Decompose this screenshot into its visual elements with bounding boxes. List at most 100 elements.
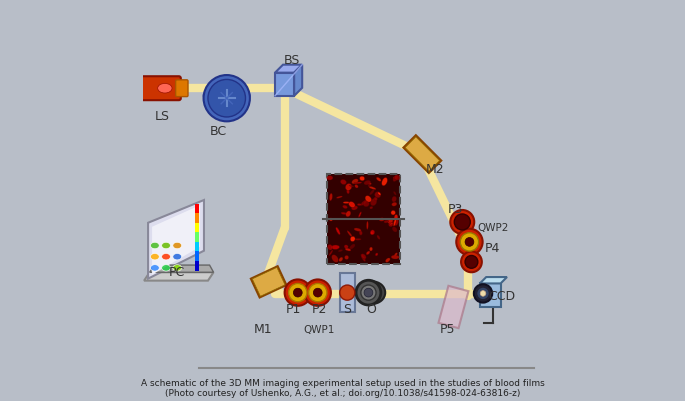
Ellipse shape bbox=[359, 231, 362, 235]
Ellipse shape bbox=[395, 253, 397, 257]
Ellipse shape bbox=[350, 237, 355, 242]
Ellipse shape bbox=[377, 192, 381, 196]
Ellipse shape bbox=[395, 176, 400, 181]
Text: M2: M2 bbox=[426, 163, 445, 176]
Ellipse shape bbox=[350, 245, 355, 249]
Ellipse shape bbox=[336, 196, 342, 199]
Ellipse shape bbox=[344, 245, 348, 249]
Ellipse shape bbox=[361, 255, 365, 262]
Text: BC: BC bbox=[210, 124, 227, 137]
Ellipse shape bbox=[354, 229, 361, 232]
Ellipse shape bbox=[366, 251, 370, 255]
FancyBboxPatch shape bbox=[141, 77, 181, 101]
Ellipse shape bbox=[354, 182, 362, 184]
Ellipse shape bbox=[390, 223, 393, 225]
Ellipse shape bbox=[456, 229, 483, 255]
Ellipse shape bbox=[355, 239, 361, 241]
Text: P3: P3 bbox=[448, 203, 463, 216]
Ellipse shape bbox=[480, 291, 486, 296]
Bar bbox=[327, 174, 401, 264]
Ellipse shape bbox=[369, 187, 376, 190]
Text: O: O bbox=[366, 302, 376, 315]
Bar bbox=[251, 267, 286, 298]
Ellipse shape bbox=[203, 76, 250, 122]
Ellipse shape bbox=[388, 223, 393, 227]
Ellipse shape bbox=[361, 286, 376, 300]
Ellipse shape bbox=[327, 245, 332, 250]
Polygon shape bbox=[148, 200, 204, 279]
Ellipse shape bbox=[370, 190, 374, 195]
Ellipse shape bbox=[474, 285, 493, 303]
Ellipse shape bbox=[293, 288, 302, 297]
Ellipse shape bbox=[361, 254, 366, 259]
Ellipse shape bbox=[151, 254, 159, 260]
Ellipse shape bbox=[364, 288, 373, 297]
Ellipse shape bbox=[345, 184, 352, 191]
Ellipse shape bbox=[162, 243, 171, 249]
Polygon shape bbox=[294, 65, 302, 97]
Ellipse shape bbox=[352, 179, 358, 184]
Ellipse shape bbox=[377, 236, 380, 240]
Ellipse shape bbox=[393, 219, 397, 227]
Bar bbox=[340, 274, 355, 312]
Ellipse shape bbox=[393, 227, 397, 232]
Ellipse shape bbox=[391, 255, 399, 259]
Ellipse shape bbox=[339, 257, 342, 262]
Ellipse shape bbox=[373, 198, 377, 202]
Ellipse shape bbox=[284, 280, 311, 306]
Text: P5: P5 bbox=[439, 322, 455, 335]
Ellipse shape bbox=[336, 228, 340, 235]
Ellipse shape bbox=[347, 190, 349, 194]
Ellipse shape bbox=[329, 219, 332, 221]
Ellipse shape bbox=[151, 265, 159, 271]
Bar bbox=[195, 242, 199, 252]
Polygon shape bbox=[144, 273, 214, 281]
Ellipse shape bbox=[342, 206, 347, 209]
Ellipse shape bbox=[363, 201, 369, 207]
Ellipse shape bbox=[162, 254, 171, 260]
Text: LS: LS bbox=[155, 109, 170, 123]
Ellipse shape bbox=[349, 202, 355, 208]
Ellipse shape bbox=[366, 222, 369, 230]
FancyBboxPatch shape bbox=[175, 81, 188, 97]
Ellipse shape bbox=[465, 238, 474, 247]
Ellipse shape bbox=[288, 284, 307, 302]
Ellipse shape bbox=[454, 215, 470, 230]
Bar bbox=[195, 252, 199, 261]
Ellipse shape bbox=[392, 203, 397, 207]
Ellipse shape bbox=[340, 180, 347, 185]
Polygon shape bbox=[152, 206, 200, 275]
Ellipse shape bbox=[349, 186, 353, 187]
Ellipse shape bbox=[158, 84, 172, 94]
Text: P1: P1 bbox=[286, 302, 301, 315]
Ellipse shape bbox=[379, 218, 384, 222]
Ellipse shape bbox=[347, 231, 352, 237]
Polygon shape bbox=[275, 65, 302, 73]
Ellipse shape bbox=[356, 281, 381, 305]
Ellipse shape bbox=[360, 282, 385, 304]
Text: PC: PC bbox=[169, 265, 185, 278]
Ellipse shape bbox=[477, 287, 489, 300]
Ellipse shape bbox=[345, 249, 351, 251]
Ellipse shape bbox=[450, 211, 474, 234]
Ellipse shape bbox=[173, 243, 182, 249]
Text: CCD: CCD bbox=[488, 289, 515, 302]
Ellipse shape bbox=[374, 198, 377, 201]
Ellipse shape bbox=[394, 192, 396, 196]
Ellipse shape bbox=[369, 183, 371, 185]
Ellipse shape bbox=[151, 243, 159, 249]
Ellipse shape bbox=[329, 250, 333, 256]
Ellipse shape bbox=[384, 221, 388, 223]
Ellipse shape bbox=[375, 253, 378, 256]
Ellipse shape bbox=[382, 178, 388, 186]
Ellipse shape bbox=[345, 256, 349, 260]
Bar bbox=[195, 261, 199, 271]
Ellipse shape bbox=[460, 233, 479, 251]
Ellipse shape bbox=[305, 280, 331, 306]
Bar bbox=[405, 138, 440, 172]
Bar bbox=[479, 284, 501, 307]
Ellipse shape bbox=[364, 181, 371, 185]
Text: QWP1: QWP1 bbox=[303, 324, 335, 334]
Ellipse shape bbox=[370, 207, 373, 209]
Ellipse shape bbox=[361, 200, 367, 206]
